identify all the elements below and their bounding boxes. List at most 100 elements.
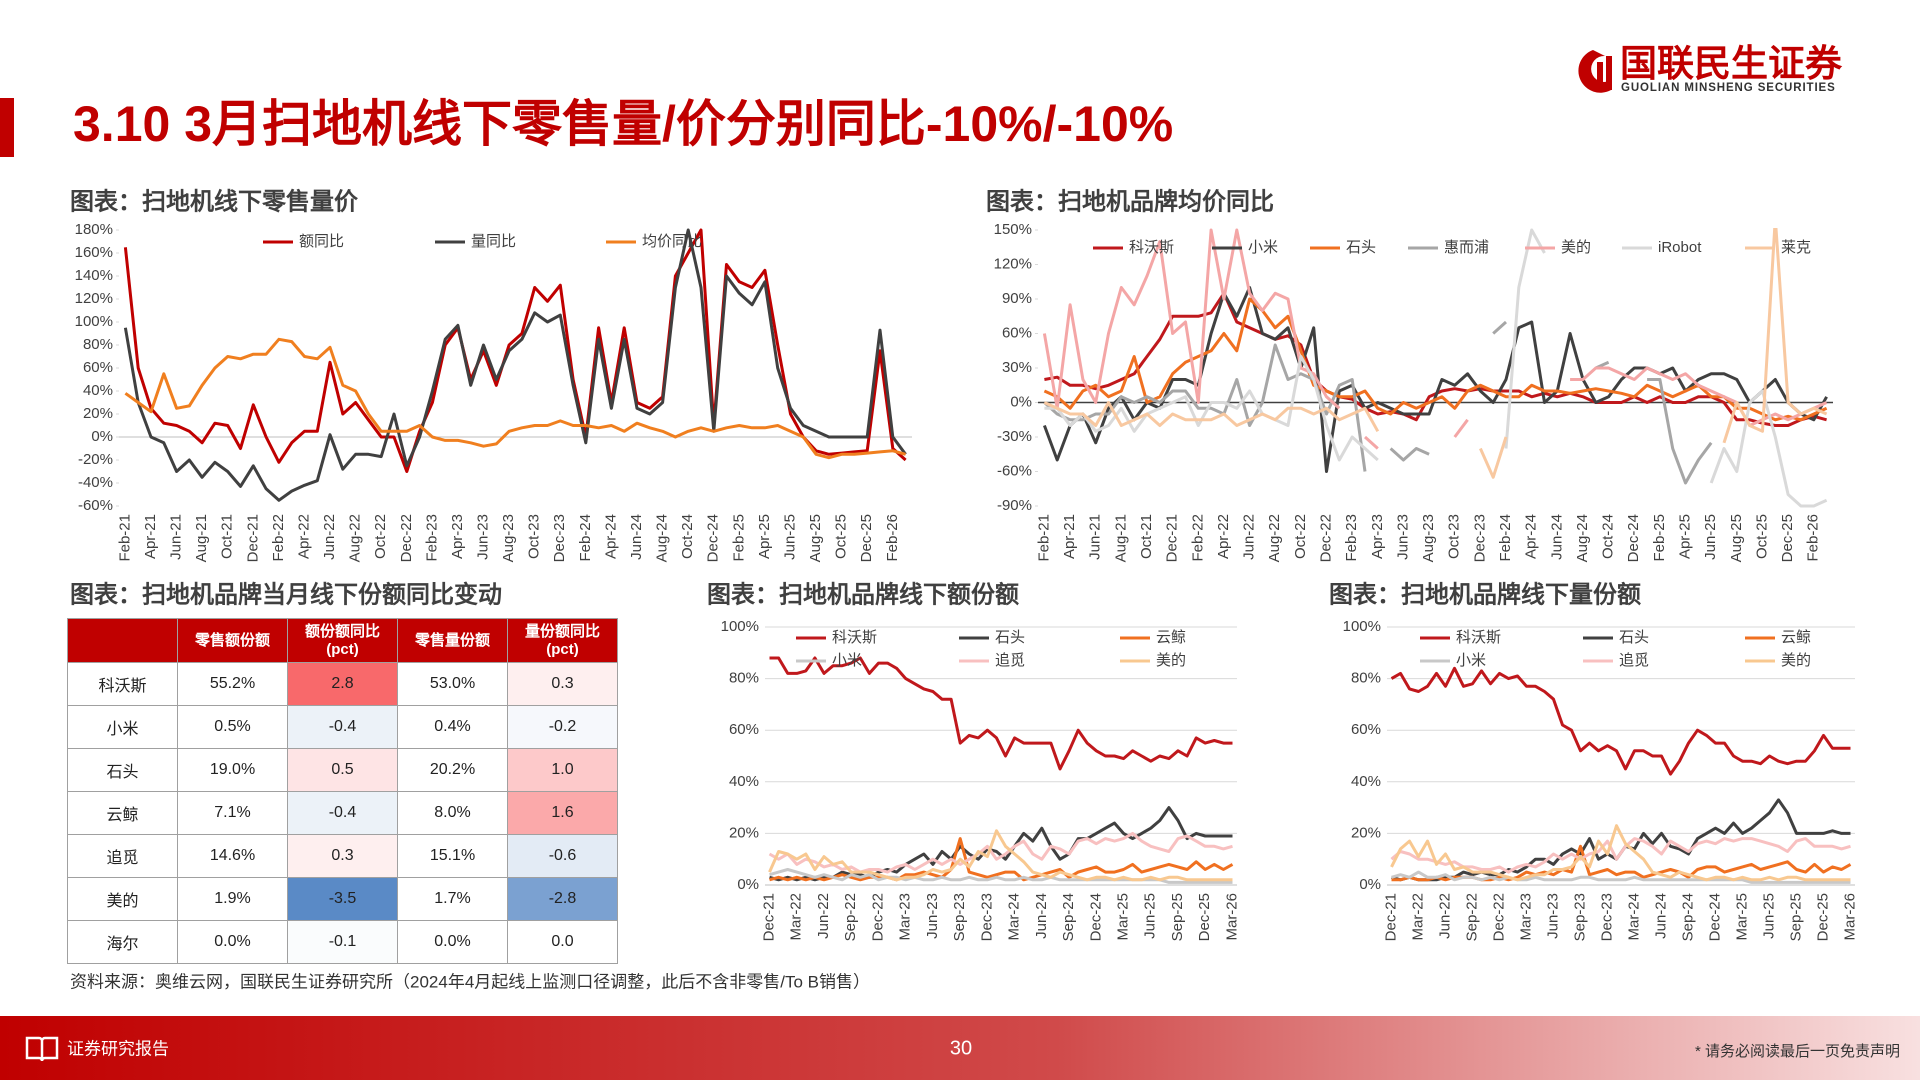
x-tick-label: Feb-26 — [1805, 514, 1822, 562]
x-tick-label: Oct-21 — [219, 514, 236, 559]
y-tick-label: 30% — [1002, 359, 1032, 376]
x-tick-label: Feb-22 — [270, 514, 287, 562]
value-cell: 0.0% — [397, 920, 508, 964]
y-tick-label: -20% — [78, 451, 113, 468]
x-tick-label: Dec-23 — [978, 893, 995, 941]
x-tick-label: Mar-22 — [1409, 893, 1426, 941]
header-row: 零售额份额 额份额同比 (pct) 零售量份额 量份额同比 (pct) — [67, 618, 618, 663]
x-tick-label: Jun-25 — [1702, 514, 1719, 560]
x-tick-label: Feb-24 — [1497, 514, 1514, 562]
x-tick-label: Dec-23 — [551, 514, 568, 562]
value-cell: 1.9% — [177, 877, 288, 921]
x-tick-label: Sep-22 — [842, 893, 859, 941]
x-tick-label: Feb-23 — [1343, 514, 1360, 562]
value-cell: 15.1% — [397, 834, 508, 878]
y-tick-label: 80% — [83, 336, 113, 353]
y-tick-label: 40% — [729, 773, 759, 790]
y-tick-label: 180% — [75, 221, 113, 238]
value-cell: 8.0% — [397, 791, 508, 835]
header-cell: 零售量份额 — [397, 618, 508, 663]
legend-label: 科沃斯 — [1456, 629, 1501, 646]
x-tick-label: Aug-23 — [1420, 514, 1437, 562]
title-accent — [0, 98, 14, 157]
y-tick-label: 20% — [729, 824, 759, 841]
x-tick-label: Apr-23 — [1369, 514, 1386, 559]
value-cell: 55.2% — [177, 662, 288, 706]
value-cell: 0.4% — [397, 705, 508, 749]
header-text: 零售额份额 — [194, 631, 270, 649]
x-tick-label: Dec-23 — [1598, 893, 1615, 941]
x-tick-label: Apr-24 — [602, 514, 619, 559]
table-row: 追觅 14.6% 0.3 15.1% -0.6 — [67, 834, 618, 878]
y-tick-label: 40% — [83, 382, 113, 399]
y-tick-label: 90% — [1002, 290, 1032, 307]
x-tick-label: Dec-22 — [398, 514, 415, 562]
x-tick-label: Dec-24 — [1625, 514, 1642, 562]
x-tick-label: Oct-22 — [1292, 514, 1309, 559]
brand-cell: 海尔 — [67, 920, 178, 964]
table-title: 图表：扫地机品牌当月线下份额同比变动 — [70, 580, 502, 608]
legend-label: 小米 — [1248, 239, 1278, 256]
x-tick-label: Feb-21 — [1035, 514, 1052, 562]
value-cell: 0.3 — [507, 662, 618, 706]
footer-bar — [0, 1016, 1920, 1080]
x-tick-label: Apr-25 — [1677, 514, 1694, 559]
x-tick-label: Mar-22 — [788, 893, 805, 941]
series-line — [123, 228, 907, 502]
legend-label: 石头 — [995, 629, 1025, 646]
brand-cell: 科沃斯 — [67, 662, 178, 706]
header-text: 零售量份额 — [414, 631, 490, 649]
x-tick-label: Feb-26 — [884, 514, 901, 562]
series-line — [1391, 870, 1851, 884]
x-tick-label: Dec-23 — [1471, 514, 1488, 562]
y-tick-label: 0% — [1359, 876, 1381, 893]
y-tick-label: 150% — [994, 221, 1032, 238]
x-tick-label: Jun-24 — [1033, 893, 1050, 939]
legend-label: 莱克 — [1781, 239, 1811, 256]
x-tick-label: Jun-22 — [321, 514, 338, 560]
y-tick-label: 0% — [91, 428, 113, 445]
y-tick-label: 20% — [1351, 824, 1381, 841]
x-tick-label: Jun-22 — [815, 893, 832, 939]
series-line — [1043, 320, 1713, 485]
chart-title: 图表：扫地机品牌均价同比 — [986, 187, 1274, 215]
legend-label: 云鲸 — [1156, 629, 1186, 646]
logo-mark — [1606, 56, 1612, 90]
x-tick-label: Dec-22 — [1490, 893, 1507, 941]
plot-area — [123, 228, 907, 502]
series-line — [1042, 228, 1828, 450]
x-tick-label: Sep-25 — [1169, 893, 1186, 941]
y-tick-label: 160% — [75, 244, 113, 261]
brand-cell: 石头 — [67, 748, 178, 792]
header-text: 量份额同比 — [524, 622, 600, 640]
x-tick-label: Oct-25 — [1753, 514, 1770, 559]
y-tick-label: -30% — [997, 428, 1032, 445]
legend-label: iRobot — [1658, 239, 1702, 256]
x-tick-label: Feb-21 — [116, 514, 133, 562]
x-tick-label: Jun-21 — [1087, 514, 1104, 560]
value-cell: 1.6 — [507, 791, 618, 835]
chart-title: 图表：扫地机品牌线下额份额 — [707, 580, 1019, 608]
plot-area — [1390, 666, 1852, 884]
value-cell: 1.7% — [397, 877, 508, 921]
x-tick-label: Jun-21 — [168, 514, 185, 560]
value-cell: 0.3 — [287, 834, 398, 878]
x-tick-label: Apr-21 — [142, 514, 159, 559]
x-tick-label: Mar-26 — [1223, 893, 1240, 941]
disclaimer: * 请务必阅读最后一页免责声明 — [1695, 1042, 1900, 1060]
x-tick-label: Dec-21 — [244, 514, 261, 562]
x-tick-label: Dec-22 — [1317, 514, 1334, 562]
legend-label: 追觅 — [1619, 652, 1649, 669]
legend-label: 额同比 — [299, 233, 344, 250]
x-tick-label: Sep-24 — [1679, 893, 1696, 941]
x-tick-label: Oct-24 — [1600, 514, 1617, 559]
header-text: 额份额同比 — [304, 622, 380, 640]
x-tick-label: Dec-24 — [1706, 893, 1723, 941]
plot-area — [768, 656, 1234, 884]
legend-label: 美的 — [1561, 239, 1591, 256]
legend-label: 均价同比 — [642, 233, 702, 250]
x-tick-label: Jun-24 — [1652, 893, 1669, 939]
table-row: 科沃斯 55.2% 2.8 53.0% 0.3 — [67, 662, 618, 706]
legend-label: 量同比 — [471, 233, 516, 250]
x-tick-label: Oct-23 — [526, 514, 543, 559]
